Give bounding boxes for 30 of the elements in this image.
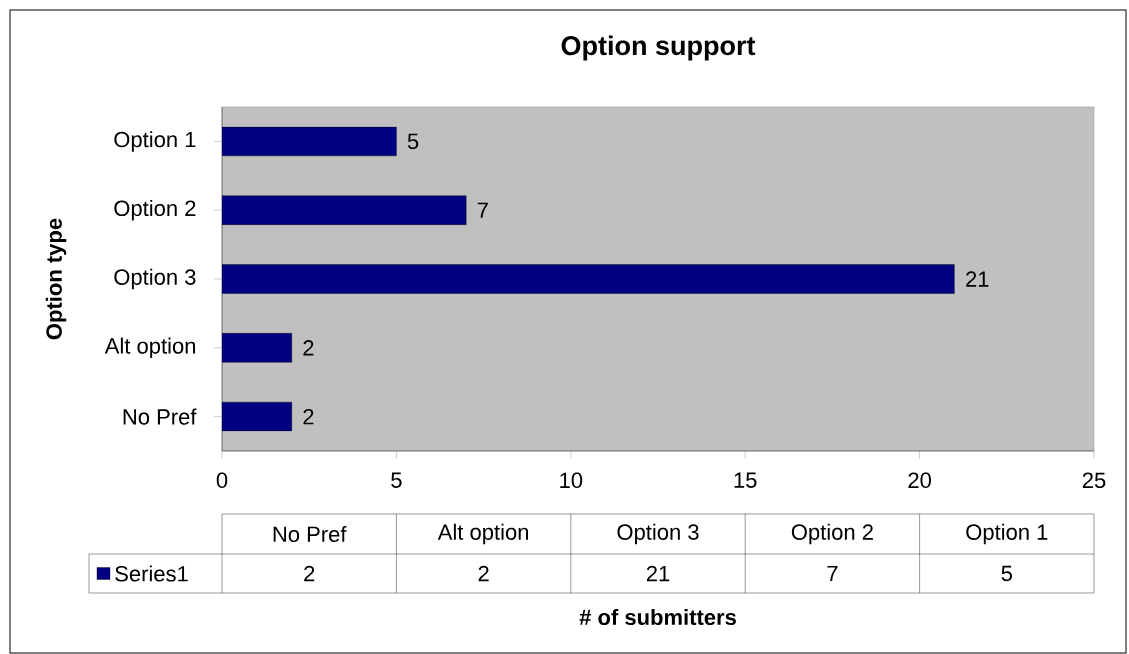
- y-tick-label: Option 2: [114, 199, 196, 221]
- text: 2: [478, 565, 489, 582]
- text: 2: [304, 565, 315, 582]
- category-label: No Pref: [273, 525, 347, 543]
- data-label: 2: [303, 340, 314, 356]
- legend-label: Series1: [115, 565, 188, 582]
- x-tick-label: 15: [734, 472, 757, 488]
- x-tick-label: 10: [560, 472, 583, 489]
- y-axis-title: Option type: [45, 218, 67, 340]
- y-tick-label: Option 3: [114, 268, 196, 290]
- x-tick-label: 25: [1082, 472, 1106, 489]
- y-tick-label: Alt option: [104, 337, 196, 359]
- x-tick-label: 5: [391, 472, 402, 488]
- data-label: 7: [477, 202, 488, 218]
- x-tick-label: 0: [216, 472, 228, 489]
- text: 5: [1001, 565, 1012, 582]
- category-label: Option 3: [617, 523, 699, 545]
- data-label: 21: [966, 271, 989, 287]
- category-label: Alt option: [437, 523, 529, 545]
- data-label: 5: [407, 133, 419, 150]
- chart-title: Option support: [561, 35, 756, 61]
- y-tick-label: Option 1: [114, 131, 196, 152]
- text: 21: [646, 565, 670, 582]
- y-tick-label: No Pref: [123, 408, 197, 425]
- text: 7: [827, 565, 838, 582]
- category-label: Option 1: [966, 523, 1048, 545]
- category-label: Option 2: [791, 523, 873, 545]
- text: # of submitters: [579, 608, 736, 626]
- data-label: 2: [303, 408, 314, 425]
- x-tick-label: 20: [908, 472, 931, 489]
